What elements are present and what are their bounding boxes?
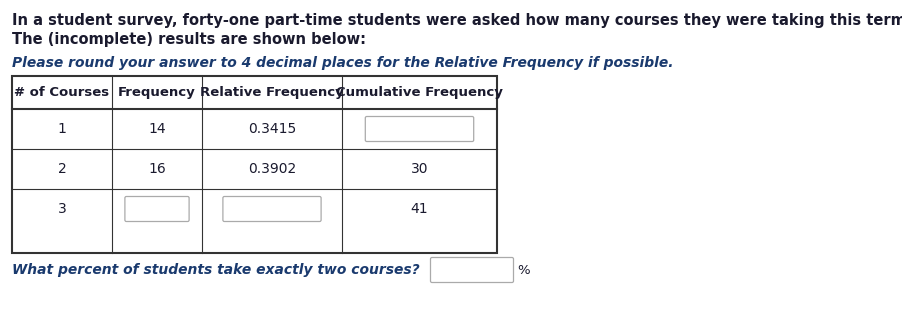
FancyBboxPatch shape — [223, 196, 321, 221]
FancyBboxPatch shape — [430, 257, 513, 282]
Text: In a student survey, forty-one part-time students were asked how many courses th: In a student survey, forty-one part-time… — [12, 13, 902, 28]
Text: 14: 14 — [148, 122, 166, 136]
Text: 2: 2 — [58, 162, 67, 176]
Text: 41: 41 — [410, 202, 428, 216]
Text: Frequency: Frequency — [118, 86, 196, 99]
Text: Please round your answer to 4 decimal places for the Relative Frequency if possi: Please round your answer to 4 decimal pl… — [12, 56, 673, 70]
Text: Relative Frequency: Relative Frequency — [200, 86, 344, 99]
Text: # of Courses: # of Courses — [14, 86, 109, 99]
Text: Cumulative Frequency: Cumulative Frequency — [336, 86, 502, 99]
FancyBboxPatch shape — [124, 196, 189, 221]
Text: What percent of students take exactly two courses?: What percent of students take exactly tw… — [12, 263, 419, 277]
Text: 3: 3 — [58, 202, 67, 216]
Text: 30: 30 — [410, 162, 428, 176]
Text: The (incomplete) results are shown below:: The (incomplete) results are shown below… — [12, 32, 365, 47]
Text: 0.3415: 0.3415 — [248, 122, 296, 136]
Text: 16: 16 — [148, 162, 166, 176]
Text: 0.3902: 0.3902 — [248, 162, 296, 176]
Bar — [12, 76, 496, 253]
FancyBboxPatch shape — [365, 117, 474, 142]
Text: 1: 1 — [58, 122, 67, 136]
Text: %: % — [517, 264, 529, 276]
